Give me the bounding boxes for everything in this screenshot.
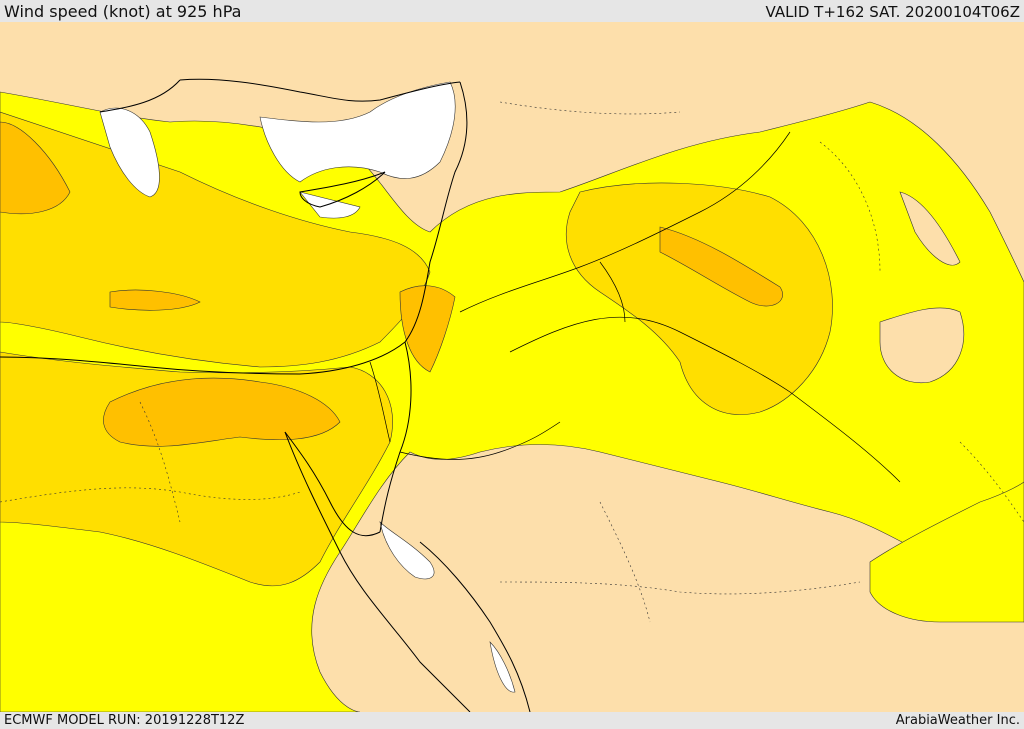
province-borders [0,101,1024,623]
wind-contour-band [109,289,201,311]
valid-time: VALID T+162 SAT. 20200104T06Z [765,3,1020,21]
wind-contour-band [879,307,964,384]
coastlines [0,78,531,712]
calm-area [259,81,456,183]
wind-speed-map [0,22,1024,712]
country-borders [369,131,901,483]
calm-area [99,107,160,198]
wind-contour-band [659,226,783,307]
brand-label: ArabiaWeather Inc. [895,713,1020,728]
wind-contour-band [103,377,341,447]
header-bar: Wind speed (knot) at 925 hPa VALID T+162… [0,0,1024,22]
wind-contour-band [399,285,456,373]
wind-contour-band [0,121,71,215]
map-title: Wind speed (knot) at 925 hPa [4,2,242,21]
wind-contour-band [566,182,833,415]
wind-contour-band [899,191,961,266]
wind-contour-band [869,481,1024,623]
calm-area [299,191,361,219]
calm-area [489,641,516,693]
footer-bar [0,712,1024,729]
calm-area [379,521,435,580]
model-run-label: ECMWF MODEL RUN: 20191228T12Z [4,713,245,728]
